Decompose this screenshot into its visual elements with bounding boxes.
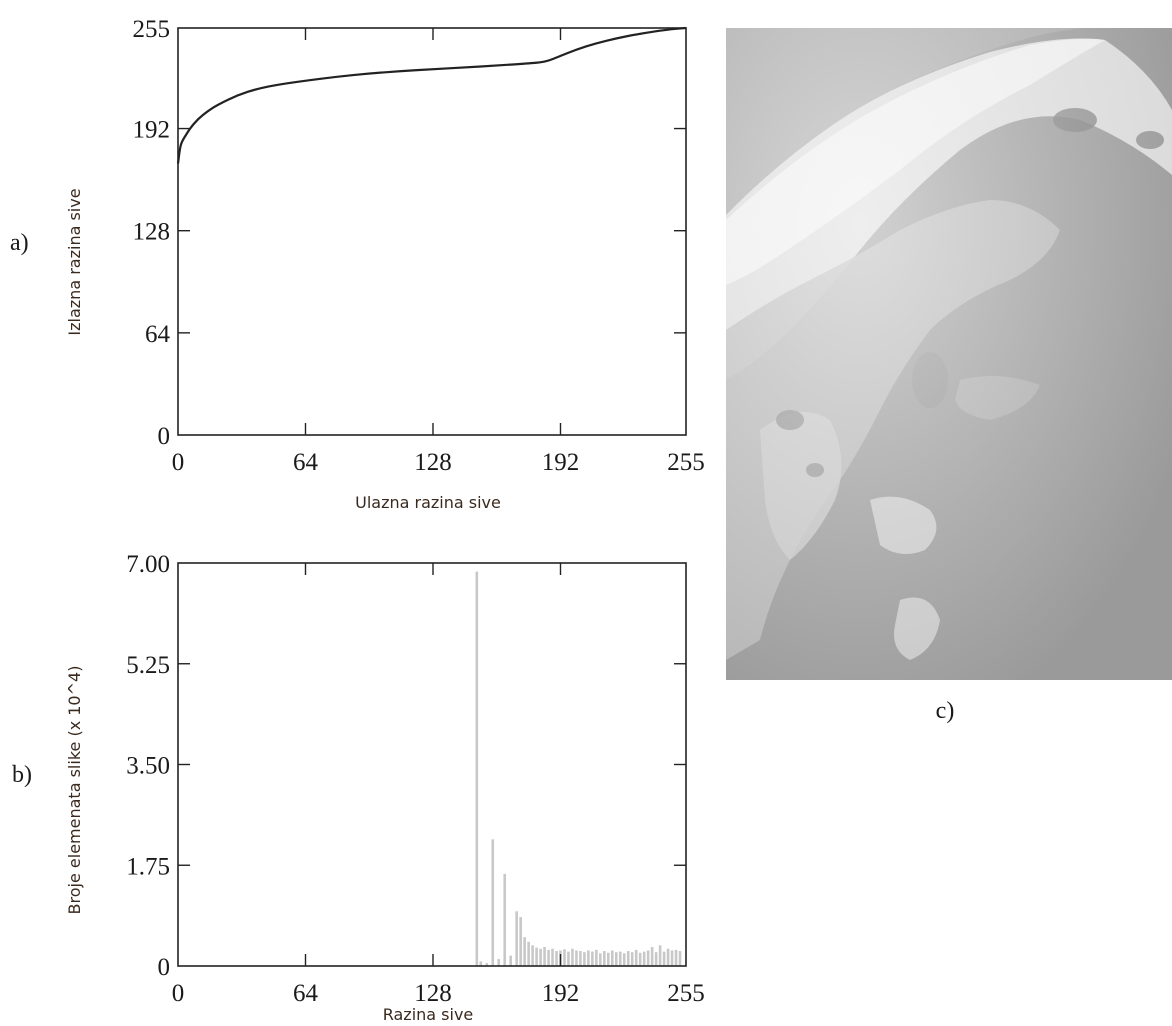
histogram-bar xyxy=(591,951,594,966)
histogram-bar xyxy=(666,948,670,966)
histogram-bar xyxy=(607,952,610,966)
histogram-bar xyxy=(670,950,674,966)
histogram-bar xyxy=(622,953,626,966)
panel-b: b) 0 64 128 192 255 0 1.75 3.50 5.25 7.00 Razina … xyxy=(12,551,705,1024)
histogram-bar xyxy=(614,952,618,966)
histogram-bar xyxy=(587,950,590,966)
panel-b-ticks: 0 64 128 192 255 0 1.75 3.50 5.25 7.00 xyxy=(126,551,705,1007)
histogram-bar xyxy=(551,948,554,966)
histogram-bar xyxy=(567,951,570,966)
panel-b-xtick-label: 0 xyxy=(172,980,185,1007)
histogram-bar xyxy=(618,951,622,966)
histogram-bar xyxy=(497,959,501,966)
histogram-bar xyxy=(642,951,646,966)
histogram-bar xyxy=(535,947,538,966)
panel-a-ylabel: Izlazna razina sive xyxy=(65,188,84,335)
histogram-bar xyxy=(662,951,666,966)
panel-a-curve xyxy=(176,26,687,164)
histogram-bar xyxy=(503,873,507,966)
histogram-bar xyxy=(658,945,662,966)
panel-a-xtick-label: 128 xyxy=(414,449,452,476)
histogram-bar xyxy=(523,937,526,966)
histogram-bar xyxy=(539,948,542,966)
histogram-bar xyxy=(519,917,522,966)
histogram-bar xyxy=(610,950,614,966)
panel-a-ticks: 0 64 128 192 255 0 64 128 192 255 xyxy=(133,16,705,476)
panel-a-xtick-label: 255 xyxy=(667,449,705,476)
panel-a: a) 0 64 128 192 255 0 64 128 192 255 Ulazna razin… xyxy=(10,16,705,512)
panel-a-ytick-label: 128 xyxy=(133,219,171,246)
histogram-bar xyxy=(674,949,678,966)
histogram-bar xyxy=(515,911,518,966)
panel-b-ytick-label: 5.25 xyxy=(126,652,170,679)
panel-a-ytick-label: 0 xyxy=(158,423,171,450)
histogram-bar xyxy=(531,945,534,966)
histogram-bar xyxy=(527,941,530,966)
histogram-bar xyxy=(626,951,630,966)
panel-label-a: a) xyxy=(10,230,29,256)
panel-b-xtick-label: 128 xyxy=(414,980,452,1007)
panel-b-frame xyxy=(177,562,687,967)
histogram-bar xyxy=(650,947,654,966)
histogram-bar xyxy=(543,947,546,966)
histogram-bar xyxy=(547,949,550,966)
histogram-bar xyxy=(575,950,578,966)
histogram-bar xyxy=(479,961,483,966)
histogram-bar xyxy=(509,955,512,966)
panel-b-ytick-label: 3.50 xyxy=(126,753,170,780)
panel-a-ytick-label: 192 xyxy=(133,117,171,144)
panel-b-xtick-label: 64 xyxy=(293,980,319,1007)
panel-a-xtick-label: 192 xyxy=(542,449,580,476)
histogram-bar xyxy=(491,839,495,966)
panel-a-ytick-label: 64 xyxy=(145,321,171,348)
histogram-bar xyxy=(603,951,606,966)
histogram-bar xyxy=(563,949,566,966)
histogram-bar xyxy=(630,952,634,966)
panel-a-frame xyxy=(177,27,687,436)
panel-b-xtick-label: 255 xyxy=(667,980,705,1007)
histogram-bar xyxy=(678,951,682,966)
panel-b-ytick-label: 1.75 xyxy=(126,853,170,880)
panel-b-ytick-label: 0 xyxy=(158,954,171,981)
panel-c: c) xyxy=(726,28,1172,724)
panel-a-xtick-label: 0 xyxy=(172,449,185,476)
histogram-bar xyxy=(646,950,650,966)
panel-b-bars xyxy=(475,571,682,966)
panel-b-xlabel: Razina sive xyxy=(383,1005,474,1024)
histogram-bar xyxy=(555,951,558,966)
histogram-bar xyxy=(485,963,489,966)
panel-b-xtick-label: 192 xyxy=(542,980,580,1007)
panel-a-xtick-label: 64 xyxy=(293,449,319,476)
histogram-bar xyxy=(583,952,586,966)
histogram-bar xyxy=(599,953,602,966)
histogram-bar xyxy=(654,952,658,966)
panel-b-ylabel: Broje elemenata slike (x 10^4) xyxy=(65,666,84,915)
histogram-bar xyxy=(638,952,642,966)
panel-b-ytick-label: 7.00 xyxy=(126,551,170,578)
panel-a-ytick-label: 255 xyxy=(133,16,171,43)
panel-label-c: c) xyxy=(936,698,955,724)
panel-a-xlabel: Ulazna razina sive xyxy=(355,493,501,512)
histogram-bar xyxy=(571,948,574,966)
panel-label-b: b) xyxy=(12,762,32,788)
histogram-bar xyxy=(634,949,638,966)
histogram-bar xyxy=(579,951,582,966)
moon-image xyxy=(726,28,1172,680)
histogram-bar xyxy=(475,571,479,966)
histogram-bar xyxy=(595,949,598,966)
